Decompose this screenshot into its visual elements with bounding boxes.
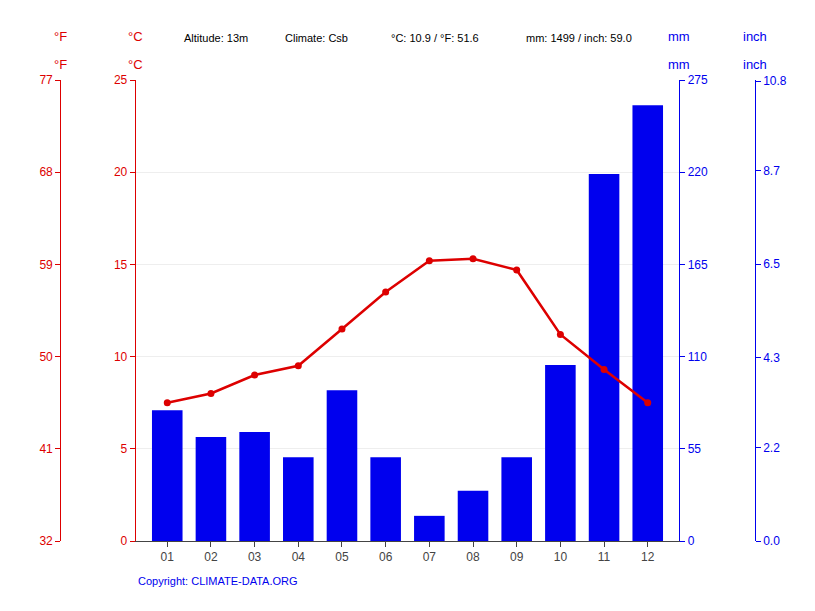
svg-text:220: 220	[688, 165, 708, 179]
svg-text:Climate: Csb: Climate: Csb	[285, 32, 348, 44]
svg-text:06: 06	[379, 550, 393, 564]
svg-text:32: 32	[39, 534, 53, 548]
svg-text:09: 09	[510, 550, 524, 564]
svg-text:68: 68	[39, 165, 53, 179]
svg-text:165: 165	[688, 258, 708, 272]
svg-text:°F: °F	[54, 29, 67, 44]
svg-text:5: 5	[121, 442, 128, 456]
svg-text:mm: mm	[668, 57, 690, 72]
svg-text:°C: °C	[128, 57, 143, 72]
svg-text:77: 77	[39, 73, 53, 87]
svg-text:59: 59	[39, 258, 53, 272]
svg-text:Altitude: 13m: Altitude: 13m	[184, 32, 248, 44]
svg-text:10.8: 10.8	[763, 74, 787, 88]
svg-text:°C: 10.9 / °F: 51.6: °C: 10.9 / °F: 51.6	[391, 32, 479, 44]
svg-text:20: 20	[114, 165, 128, 179]
svg-text:275: 275	[688, 73, 708, 87]
svg-text:03: 03	[248, 550, 262, 564]
svg-text:12: 12	[641, 550, 655, 564]
svg-text:02: 02	[204, 550, 218, 564]
svg-text:50: 50	[39, 350, 53, 364]
svg-text:inch: inch	[743, 57, 767, 72]
svg-text:mm: 1499 / inch: 59.0: mm: 1499 / inch: 59.0	[526, 32, 632, 44]
svg-text:0: 0	[688, 534, 695, 548]
svg-text:41: 41	[39, 442, 53, 456]
svg-text:05: 05	[335, 550, 349, 564]
svg-text:10: 10	[114, 350, 128, 364]
svg-text:11: 11	[598, 550, 611, 564]
svg-text:°C: °C	[128, 29, 143, 44]
svg-text:01: 01	[161, 550, 175, 564]
svg-text:08: 08	[466, 550, 480, 564]
svg-text:4.3: 4.3	[763, 351, 780, 365]
svg-text:0.0: 0.0	[763, 534, 780, 548]
svg-text:6.5: 6.5	[763, 257, 780, 271]
svg-text:04: 04	[292, 550, 306, 564]
svg-text:Copyright: CLIMATE-DATA.ORG: Copyright: CLIMATE-DATA.ORG	[138, 575, 298, 587]
svg-text:15: 15	[114, 258, 128, 272]
svg-text:°F: °F	[54, 57, 67, 72]
svg-text:55: 55	[688, 442, 702, 456]
svg-text:2.2: 2.2	[763, 441, 780, 455]
svg-text:mm: mm	[668, 29, 690, 44]
svg-text:110: 110	[688, 350, 707, 364]
svg-text:0: 0	[121, 534, 128, 548]
svg-text:10: 10	[554, 550, 568, 564]
svg-text:8.7: 8.7	[763, 164, 780, 178]
svg-text:inch: inch	[743, 29, 767, 44]
svg-text:25: 25	[114, 73, 128, 87]
svg-text:07: 07	[423, 550, 437, 564]
